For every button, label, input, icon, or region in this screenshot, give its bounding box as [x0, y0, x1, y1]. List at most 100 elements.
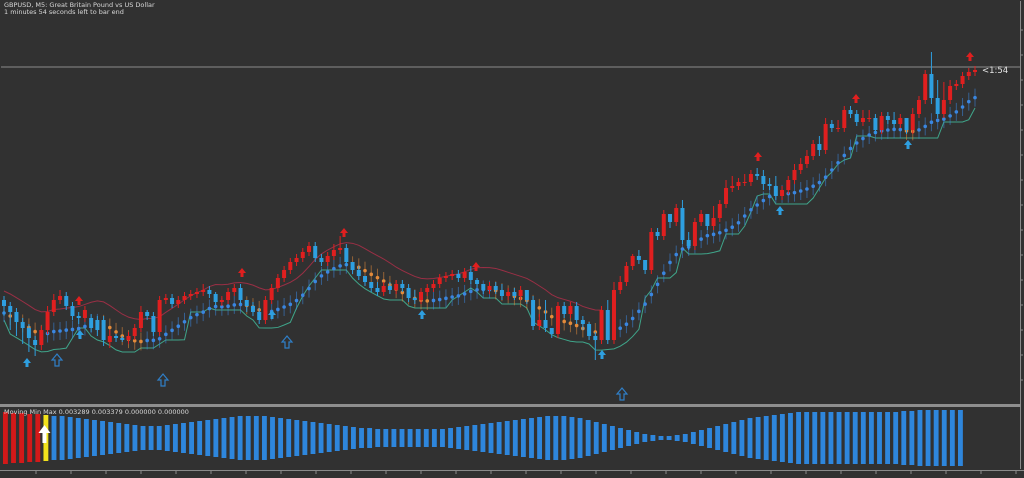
histogram-bar — [270, 417, 275, 459]
candle-body — [201, 290, 206, 292]
histogram-bar — [569, 417, 575, 459]
ma-dot — [886, 128, 890, 132]
hollow-up-arrow-icon — [50, 353, 64, 367]
candle-body — [537, 320, 542, 326]
candle-body — [8, 306, 13, 312]
ma-dot — [425, 299, 430, 303]
price-chart-panel[interactable] — [1, 1, 1021, 404]
candle-body — [512, 292, 517, 296]
ma-dot — [83, 324, 87, 329]
ma-dot — [917, 128, 921, 132]
panel-splitter[interactable] — [0, 404, 1021, 407]
candle-body — [238, 288, 243, 300]
candle-body — [33, 340, 38, 345]
candle-body — [356, 270, 361, 276]
histogram-bar — [391, 429, 397, 447]
ma-dot — [176, 324, 181, 329]
histogram-bar — [658, 436, 664, 440]
histogram-bar — [367, 428, 373, 448]
histogram-bar — [132, 425, 138, 451]
ma-dot — [680, 247, 685, 251]
histogram-bar — [172, 424, 178, 452]
histogram-bar — [221, 418, 227, 458]
histogram-bar — [747, 418, 753, 458]
candle-body — [188, 294, 193, 296]
histogram-bar — [844, 412, 850, 464]
candle-body — [89, 318, 94, 328]
candle-body — [643, 260, 648, 270]
histogram-bar — [205, 420, 211, 456]
histogram-bar — [294, 420, 300, 456]
candle-body — [605, 310, 610, 340]
ma-dot — [431, 298, 436, 303]
ma-dot — [836, 160, 840, 165]
ma-dot — [923, 124, 928, 129]
histogram-bar — [480, 424, 486, 452]
histogram-bar — [310, 422, 316, 454]
buy-arrow-icon — [904, 140, 912, 149]
candle-body — [313, 246, 318, 258]
ma-dot — [400, 290, 405, 295]
candle-body — [555, 306, 560, 334]
ma-dot — [562, 319, 566, 324]
ma-dot — [220, 304, 224, 309]
ma-dot — [188, 315, 193, 320]
candle-body — [580, 320, 585, 324]
histogram-bar — [771, 415, 777, 461]
histogram-bar — [860, 412, 866, 464]
candle-body — [680, 208, 685, 240]
histogram-bar — [318, 423, 324, 453]
candle-body — [338, 248, 343, 250]
ma-dot — [549, 314, 554, 319]
ma-dot — [811, 184, 815, 189]
candle-body — [649, 232, 654, 270]
histogram-bar — [229, 417, 235, 459]
histogram-bar — [51, 416, 57, 460]
histogram-bar — [788, 413, 793, 463]
histogram-bar — [561, 416, 567, 460]
ma-dot — [325, 270, 330, 274]
histogram-bar — [949, 410, 955, 466]
ma-dot — [624, 322, 629, 327]
histogram-bar — [423, 429, 429, 447]
histogram-bar — [601, 424, 607, 452]
ma-dot — [966, 99, 971, 104]
candle-body — [966, 72, 971, 76]
ma-dot — [462, 292, 467, 296]
ma-dot — [139, 339, 143, 344]
histogram-bar — [359, 428, 364, 448]
sell-arrow-icon — [472, 262, 480, 271]
candle-body — [823, 124, 828, 150]
candle-body — [524, 290, 529, 300]
candle-body — [456, 274, 461, 278]
ma-dot — [823, 175, 828, 180]
ma-dot — [705, 233, 710, 238]
histogram-bar — [739, 420, 745, 456]
buy-arrow-icon — [418, 310, 426, 319]
buy-arrow-icon — [598, 350, 606, 359]
histogram-bar — [529, 418, 534, 458]
ma-dot — [568, 321, 573, 326]
histogram-bar — [852, 412, 858, 464]
histogram-bar — [941, 410, 947, 466]
histogram-bar — [164, 425, 170, 451]
ma-dot — [674, 252, 679, 257]
histogram-bar — [917, 410, 923, 466]
candle-body — [916, 100, 921, 114]
indicator-panel[interactable] — [1, 407, 1021, 469]
histogram-bar — [804, 412, 810, 464]
bar-timer-label: 1 minutes 54 seconds left to bar end — [4, 8, 124, 16]
histogram-bar — [351, 427, 356, 449]
candle-body — [630, 256, 635, 266]
histogram-bar — [901, 411, 907, 465]
candle-body — [661, 214, 666, 236]
histogram-bar — [618, 428, 623, 448]
histogram-bar — [19, 413, 25, 463]
histogram-bar — [642, 434, 648, 442]
ma-dot — [854, 141, 859, 145]
histogram-bar — [181, 423, 186, 453]
histogram-bar — [75, 418, 81, 458]
ma-dot — [288, 302, 293, 307]
candle-body — [400, 284, 405, 288]
